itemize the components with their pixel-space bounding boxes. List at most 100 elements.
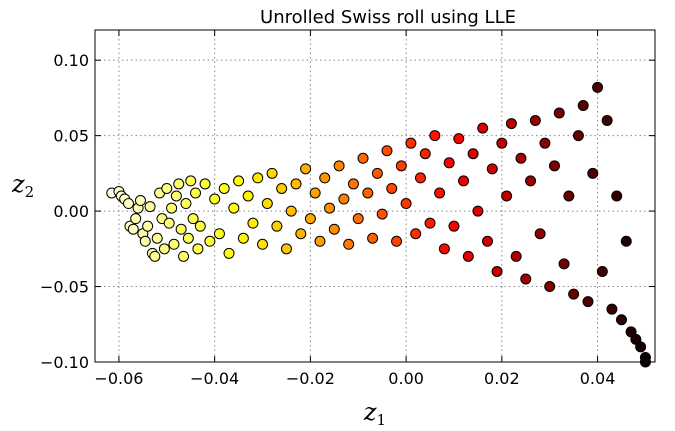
scatter-point bbox=[295, 228, 307, 240]
scatter-point bbox=[467, 148, 479, 160]
scatter-point bbox=[280, 243, 292, 255]
scatter-point bbox=[438, 243, 450, 255]
scatter-point bbox=[182, 232, 194, 244]
x-axis-label-main: z bbox=[363, 398, 377, 426]
scatter-point bbox=[266, 167, 278, 179]
scatter-point bbox=[395, 160, 407, 172]
scatter-point bbox=[568, 288, 580, 300]
scatter-point bbox=[620, 235, 632, 247]
scatter-point bbox=[304, 213, 316, 225]
scatter-point bbox=[166, 202, 178, 214]
scatter-point bbox=[458, 175, 470, 187]
scatter-point bbox=[376, 208, 388, 220]
scatter-point bbox=[247, 217, 259, 229]
scatter-point bbox=[410, 228, 422, 240]
y-tick-label: 0.00 bbox=[53, 202, 89, 221]
scatter-point bbox=[601, 115, 613, 127]
scatter-point bbox=[314, 235, 326, 247]
scatter-point bbox=[185, 175, 197, 187]
scatter-point bbox=[520, 273, 532, 285]
x-tick-label: −0.06 bbox=[94, 369, 143, 388]
scatter-point bbox=[462, 250, 474, 262]
scatter-point bbox=[213, 228, 225, 240]
scatter-point bbox=[257, 238, 269, 250]
scatter-point bbox=[587, 167, 599, 179]
y-axis-label-main: z bbox=[11, 170, 25, 198]
scatter-point bbox=[362, 187, 374, 199]
scatter-point bbox=[400, 198, 412, 210]
scatter-point bbox=[529, 115, 541, 127]
y-axis-label: z2 bbox=[11, 170, 34, 201]
scatter-point bbox=[134, 195, 146, 207]
scatter-point bbox=[190, 187, 202, 199]
x-tick-label: −0.04 bbox=[190, 369, 239, 388]
scatter-point bbox=[261, 198, 273, 210]
scatter-point bbox=[127, 223, 139, 235]
y-axis-ticks: 0.10 0.05 0.00 −0.05 −0.10 bbox=[40, 51, 655, 372]
scatter-point bbox=[572, 130, 584, 142]
scatter-point bbox=[194, 220, 206, 232]
plot-frame bbox=[94, 29, 656, 363]
x-tick-label: 0.02 bbox=[484, 369, 520, 388]
scatter-point bbox=[481, 235, 493, 247]
scatter-point bbox=[429, 130, 441, 142]
scatter-point bbox=[611, 190, 623, 202]
scatter-point bbox=[233, 175, 245, 187]
scatter-point bbox=[209, 193, 221, 205]
scatter-point bbox=[123, 198, 135, 210]
scatter-point bbox=[606, 303, 618, 315]
scatter-point bbox=[173, 178, 185, 190]
y-tick-label: 0.10 bbox=[53, 51, 89, 70]
scatter-point bbox=[242, 190, 254, 202]
scatter-point bbox=[139, 235, 151, 247]
scatter-point bbox=[515, 152, 527, 164]
scatter-point bbox=[175, 223, 187, 235]
scatter-point bbox=[223, 247, 235, 259]
scatter-point bbox=[149, 250, 161, 262]
scatter-point bbox=[582, 296, 594, 308]
scatter-point bbox=[505, 118, 517, 130]
scatter-point bbox=[563, 190, 575, 202]
scatter-point bbox=[510, 250, 522, 262]
scatter-point bbox=[577, 99, 589, 111]
y-axis-label-subscript: 2 bbox=[25, 183, 35, 201]
scatter-point bbox=[178, 250, 190, 262]
scatter-point bbox=[496, 137, 508, 149]
scatter-point bbox=[180, 198, 192, 210]
chart-title: Unrolled Swiss roll using LLE bbox=[260, 7, 516, 28]
scatter-point bbox=[371, 167, 383, 179]
x-tick-label: 0.00 bbox=[388, 369, 424, 388]
scatter-point bbox=[142, 220, 154, 232]
scatter-point bbox=[544, 281, 556, 293]
scatter-point bbox=[491, 265, 503, 277]
y-tick-label: 0.05 bbox=[53, 127, 89, 146]
scatter-point bbox=[434, 187, 446, 199]
scatter-point bbox=[199, 178, 211, 190]
scatter-point bbox=[424, 217, 436, 229]
scatter-point bbox=[333, 160, 345, 172]
scatter-point bbox=[290, 178, 302, 190]
x-axis-label: z1 bbox=[363, 398, 386, 429]
scatter-point bbox=[151, 232, 163, 244]
scatter-point bbox=[615, 314, 627, 326]
scatter-point bbox=[553, 107, 565, 119]
scatter-point bbox=[548, 160, 560, 172]
scatter-point bbox=[192, 243, 204, 255]
scatter-point bbox=[635, 341, 647, 353]
scatter-point bbox=[391, 235, 403, 247]
scatter-point bbox=[352, 213, 364, 225]
scatter-point bbox=[472, 205, 484, 217]
scatter-point bbox=[204, 235, 216, 247]
scatter-point bbox=[228, 202, 240, 214]
x-axis-ticks: −0.06 −0.04 −0.02 0.00 0.02 0.04 bbox=[94, 30, 615, 388]
scatter-point bbox=[381, 145, 393, 157]
scatter-point bbox=[414, 172, 426, 184]
scatter-point bbox=[328, 223, 340, 235]
scatter-point bbox=[144, 201, 156, 213]
scatter-point bbox=[187, 213, 199, 225]
scatter-point bbox=[419, 148, 431, 160]
scatter-point bbox=[596, 265, 608, 277]
scatter-point bbox=[443, 157, 455, 169]
scatter-point bbox=[161, 182, 173, 194]
